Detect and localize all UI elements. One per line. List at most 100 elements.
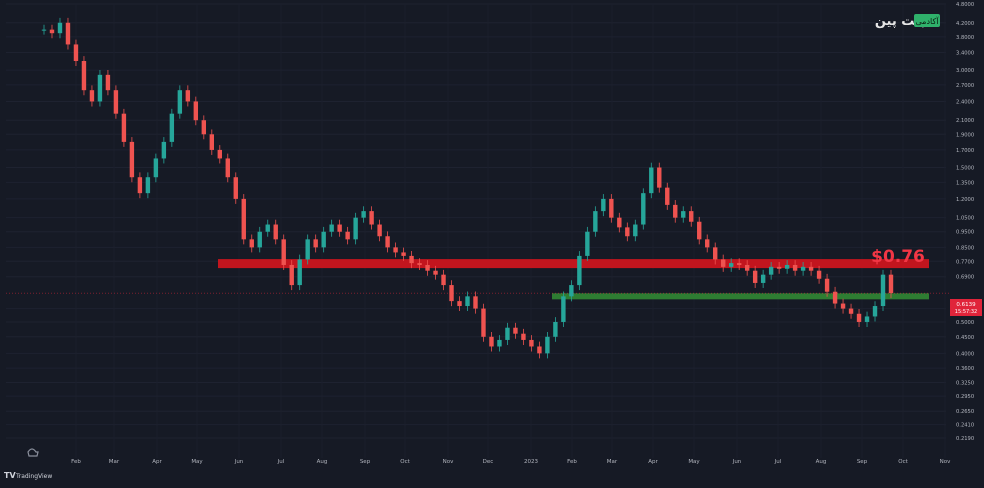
- dino-icon[interactable]: [27, 448, 39, 457]
- candle-body: [713, 247, 718, 260]
- candle-body: [792, 264, 798, 271]
- candle-body: [281, 239, 286, 265]
- candle-body: [481, 308, 486, 337]
- candle-body: [808, 266, 814, 271]
- candle-body: [209, 134, 215, 150]
- candle-body: [593, 211, 598, 232]
- candle-body: [393, 247, 398, 253]
- candle-body: [145, 177, 151, 194]
- candle-body: [880, 274, 886, 307]
- candle-body: [345, 231, 350, 240]
- candle-body: [65, 22, 71, 45]
- time-tick-label: Jul: [277, 459, 285, 465]
- time-axis[interactable]: Feb Mar Apr May Jun Jul Aug Sep Oct Nov Dec 2023 Feb…: [71, 459, 951, 465]
- last-price-value: 0.6139: [956, 302, 976, 308]
- candle-body: [321, 231, 326, 248]
- tradingview-logo[interactable]: TV TradingView: [4, 471, 52, 480]
- brand-badge-text: آکادمی: [916, 16, 940, 26]
- candle-body: [728, 263, 734, 267]
- candle-body: [505, 327, 510, 340]
- candle-body: [289, 264, 294, 286]
- candle-body: [121, 113, 127, 142]
- candle-body: [81, 61, 87, 91]
- candle-layer: [41, 17, 894, 359]
- candle-body: [840, 303, 846, 309]
- candle-body: [137, 177, 143, 194]
- price-tick-label: 1.0500: [956, 216, 974, 222]
- last-price-countdown: 15:57:32: [955, 309, 977, 315]
- time-tick-label: Aug: [317, 459, 328, 465]
- candle-body: [217, 149, 222, 159]
- candle-body: [313, 239, 318, 248]
- candle-body: [569, 285, 574, 297]
- brand-name: بیت پین: [875, 14, 925, 29]
- price-tick-label: 0.3600: [956, 366, 974, 372]
- price-tick-label: 0.6900: [956, 275, 974, 281]
- candle-body: [385, 236, 390, 248]
- candle-body: [369, 211, 374, 225]
- candle-body: [129, 141, 135, 178]
- candle-body: [744, 264, 750, 271]
- price-tick-label: 2.1000: [956, 118, 974, 124]
- price-tick-label: 2.4000: [956, 99, 974, 105]
- candle-body: [361, 211, 366, 218]
- time-tick-label: Nov: [443, 459, 454, 465]
- candle-body: [257, 231, 262, 248]
- candle-body: [848, 308, 854, 314]
- candle-body: [353, 217, 358, 240]
- candle-body: [409, 255, 414, 264]
- candle-body: [297, 259, 302, 286]
- candle-body: [665, 187, 670, 205]
- candle-body: [800, 266, 806, 271]
- candle-body: [529, 339, 534, 347]
- price-tick-label: 0.3250: [956, 381, 974, 387]
- tradingview-icon: TV: [4, 471, 16, 480]
- candle-body: [553, 321, 558, 337]
- price-tick-label: 0.7700: [956, 259, 974, 265]
- time-tick-label: May: [688, 459, 700, 465]
- candle-body: [465, 296, 470, 307]
- price-axis[interactable]: 4.8000 4.2000 3.8000 3.4000 3.0000 2.7000 2.40…: [956, 2, 974, 442]
- candle-body: [657, 167, 662, 188]
- candle-body: [97, 74, 103, 102]
- time-tick-label: May: [191, 459, 203, 465]
- time-tick-label: Dec: [483, 459, 494, 465]
- candle-body: [73, 44, 79, 62]
- candle-body: [816, 270, 822, 279]
- candle-body: [633, 224, 638, 237]
- replay-dino-icon: [27, 448, 39, 457]
- support-level-band: [552, 293, 929, 300]
- resistance-price-label: $0.76: [871, 247, 925, 267]
- price-tick-label: 2.7000: [956, 83, 974, 89]
- last-price-marker: 0.6139 15:57:32: [950, 299, 982, 316]
- price-tick-label: 3.0000: [956, 68, 974, 74]
- candle-body: [545, 336, 550, 354]
- grid-layer: [6, 3, 946, 458]
- time-tick-label: Apr: [152, 459, 162, 465]
- candle-body: [185, 90, 191, 102]
- candle-body: [89, 90, 95, 102]
- candle-body: [425, 264, 430, 271]
- price-tick-label: 0.2190: [956, 436, 974, 442]
- candle-body: [153, 158, 159, 178]
- tradingview-label: TradingView: [15, 473, 52, 480]
- candle-body: [201, 120, 207, 135]
- candle-body: [641, 193, 646, 225]
- time-tick-label: Oct: [898, 459, 908, 465]
- candle-body: [449, 285, 454, 302]
- price-tick-label: 4.2000: [956, 21, 974, 27]
- candle-body: [489, 336, 494, 347]
- candle-body: [497, 339, 502, 347]
- candle-body: [697, 221, 702, 240]
- candle-body: [577, 255, 582, 286]
- candle-body: [760, 274, 766, 283]
- candle-body: [225, 158, 230, 178]
- candle-body: [377, 224, 382, 237]
- candle-body: [249, 239, 254, 248]
- candle-body: [617, 217, 622, 228]
- candle-body: [872, 306, 878, 317]
- time-tick-label: Sep: [857, 459, 868, 465]
